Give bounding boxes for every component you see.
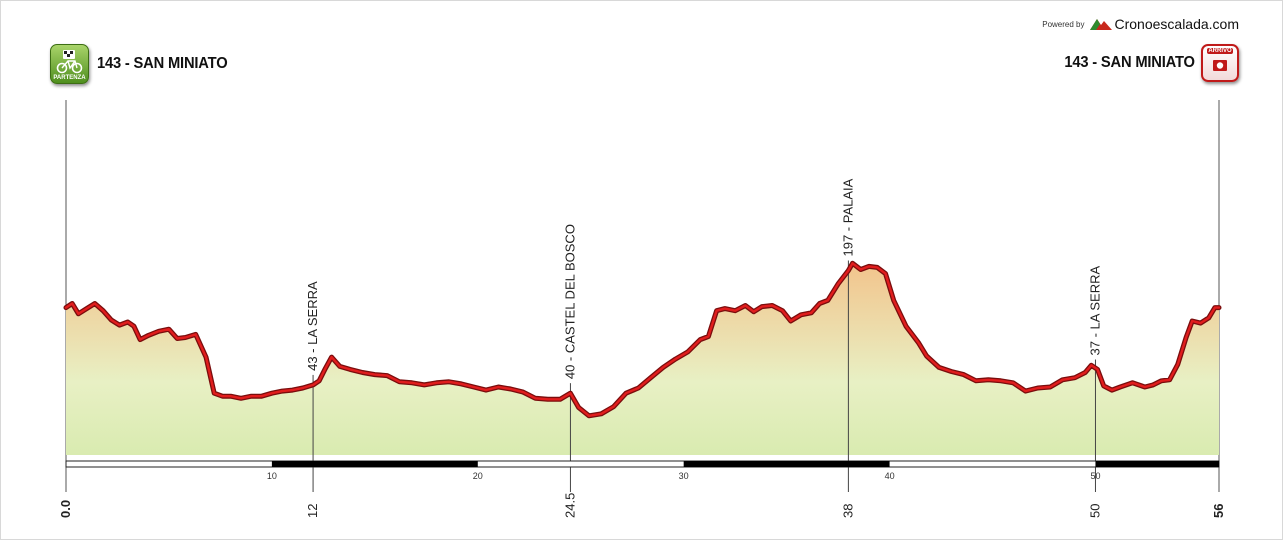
- km-tick-50: 50: [1090, 471, 1100, 481]
- finish-camera-icon: [1213, 60, 1227, 71]
- distance-label-38: 38: [840, 504, 855, 518]
- cyclist-flag-icon: [56, 50, 83, 74]
- km-tick-40: 40: [885, 471, 895, 481]
- start-badge-icon: PARTENZA: [50, 44, 89, 84]
- distance-label-56: 56: [1211, 504, 1226, 518]
- start-badge-caption: PARTENZA: [53, 75, 86, 81]
- powered-by-prefix: Powered by: [1042, 19, 1085, 29]
- km-tick-10: 10: [267, 471, 277, 481]
- finish-badge-icon: ARRIVO: [1201, 44, 1239, 82]
- finish-badge-caption: ARRIVO: [1207, 48, 1233, 54]
- start-header: PARTENZA 143 - SAN MINIATO: [50, 44, 239, 84]
- start-location: 143 - SAN MINIATO: [97, 55, 228, 72]
- powered-by[interactable]: Powered by Cronoescalada.com: [1042, 16, 1239, 32]
- distance-label-12: 12: [305, 504, 320, 518]
- finish-location: 143 - SAN MINIATO: [1064, 54, 1196, 71]
- elevation-area: [66, 263, 1219, 455]
- finish-header: 143 - SAN MINIATO ARRIVO: [1053, 44, 1239, 82]
- waypoint-label-3: 197 - PALAIA: [840, 178, 855, 256]
- distance-label-0.0: 0.0: [58, 500, 73, 518]
- cronoescalada-logo[interactable]: Cronoescalada.com: [1090, 16, 1239, 32]
- mountain-logo-icon: [1090, 19, 1113, 30]
- ruler-segment-50: [1095, 461, 1219, 467]
- ruler-segment-30: [683, 461, 890, 467]
- ruler-segment-10: [271, 461, 478, 467]
- elevation-line: [64, 262, 1221, 417]
- brand-name: Cronoescalada.com: [1114, 16, 1239, 32]
- distance-ruler: [65, 460, 1220, 468]
- waypoint-label-2: 40 - CASTEL DEL BOSCO: [562, 224, 577, 379]
- km-tick-30: 30: [679, 471, 689, 481]
- distance-label-24.5: 24.5: [562, 493, 577, 518]
- waypoint-label-4: 37 - LA SERRA: [1087, 266, 1102, 356]
- km-tick-20: 20: [473, 471, 483, 481]
- distance-label-50: 50: [1087, 504, 1102, 518]
- waypoint-label-1: 43 - LA SERRA: [305, 281, 320, 371]
